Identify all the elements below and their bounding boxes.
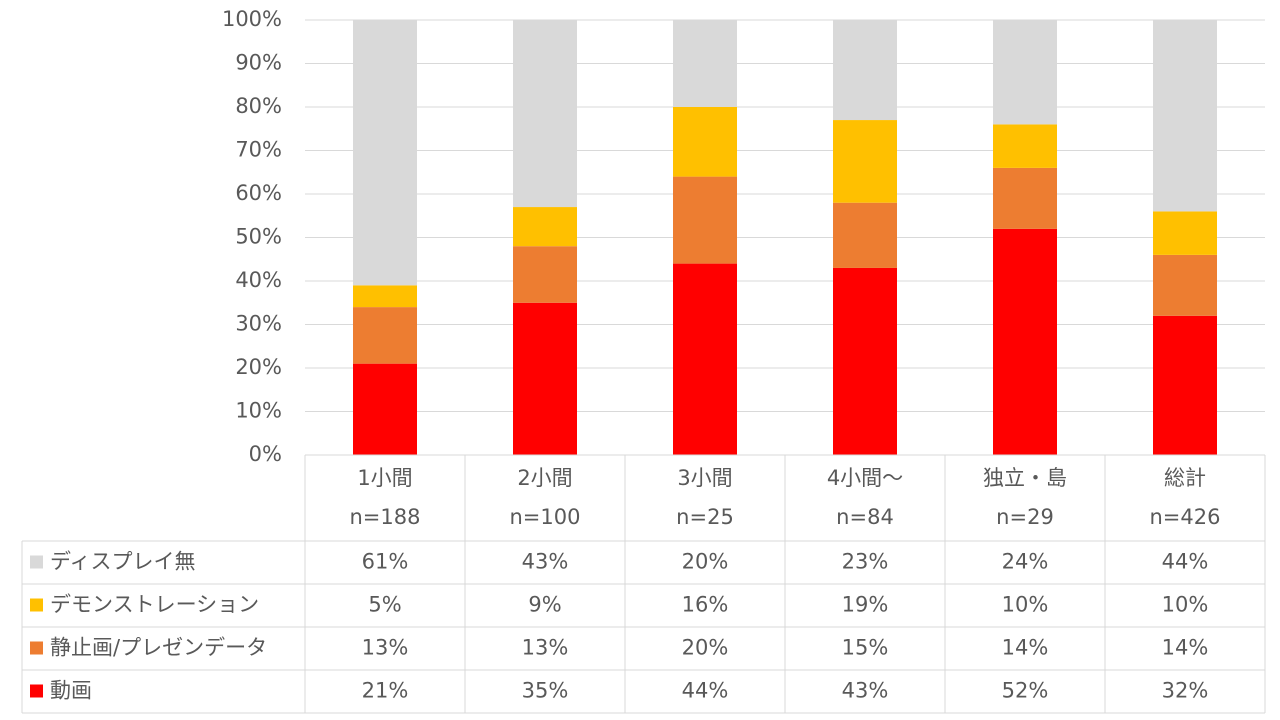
sample-size-label: n=100	[510, 505, 581, 529]
y-tick-label: 60%	[235, 181, 282, 205]
table-value: 21%	[362, 679, 409, 703]
bar-segment	[833, 267, 897, 455]
table-value: 24%	[1002, 550, 1049, 574]
bar-segment	[833, 202, 897, 268]
bar-segment	[673, 176, 737, 264]
bar-segment	[833, 20, 897, 121]
bar-segment	[993, 20, 1057, 125]
bar-segment	[513, 20, 577, 208]
table-value: 44%	[682, 679, 729, 703]
table-value: 9%	[528, 593, 561, 617]
sample-size-label: n=188	[350, 505, 421, 529]
bar-segment	[353, 363, 417, 455]
bar-segment	[833, 120, 897, 203]
table-value: 15%	[842, 636, 889, 660]
table-value: 20%	[682, 636, 729, 660]
bar-segment	[673, 263, 737, 455]
table-value: 43%	[522, 550, 569, 574]
sample-size-label: n=426	[1150, 505, 1221, 529]
legend-label: ディスプレイ無	[50, 550, 196, 574]
x-category-label: 1小間	[357, 466, 412, 490]
y-tick-label: 80%	[235, 94, 282, 118]
bar-segment	[993, 167, 1057, 229]
table-value: 32%	[1162, 679, 1209, 703]
table-value: 44%	[1162, 550, 1209, 574]
legend-swatch	[30, 598, 43, 612]
sample-size-label: n=25	[676, 505, 734, 529]
table-value: 23%	[842, 550, 889, 574]
legend-swatch	[30, 555, 43, 569]
bar-segment	[353, 20, 417, 286]
bar-segment	[673, 20, 737, 107]
bar-segment	[993, 124, 1057, 168]
table-value: 43%	[842, 679, 889, 703]
table-value: 10%	[1002, 593, 1049, 617]
legend-label: 静止画/プレゼンデータ	[50, 636, 267, 660]
table-value: 19%	[842, 593, 889, 617]
legend-swatch	[30, 641, 43, 655]
y-tick-label: 100%	[222, 7, 282, 31]
x-category-label: 総計	[1164, 466, 1206, 490]
legend-label: 動画	[50, 679, 92, 703]
bar-segment	[993, 228, 1057, 455]
x-category-label: 独立・島	[983, 466, 1067, 490]
table-value: 52%	[1002, 679, 1049, 703]
table-value: 16%	[682, 593, 729, 617]
bar-segment	[353, 307, 417, 364]
bar-segment	[513, 302, 577, 455]
legend-label: デモンストレーション	[50, 593, 259, 617]
bar-segment	[1153, 20, 1217, 212]
bar-segment	[673, 107, 737, 177]
table-value: 14%	[1002, 636, 1049, 660]
bar-segment	[513, 246, 577, 303]
y-tick-label: 20%	[235, 355, 282, 379]
bar-segment	[1153, 315, 1217, 455]
table-value: 13%	[362, 636, 409, 660]
y-tick-label: 10%	[235, 399, 282, 423]
bar-segment	[353, 285, 417, 308]
table-value: 5%	[368, 593, 401, 617]
x-category-label: 3小間	[677, 466, 732, 490]
y-tick-label: 90%	[235, 51, 282, 75]
y-tick-label: 50%	[235, 225, 282, 249]
bar-segment	[513, 207, 577, 247]
table-value: 13%	[522, 636, 569, 660]
y-tick-label: 0%	[249, 442, 282, 466]
table-value: 20%	[682, 550, 729, 574]
table-value: 10%	[1162, 593, 1209, 617]
sample-size-label: n=29	[996, 505, 1054, 529]
sample-size-label: n=84	[836, 505, 894, 529]
y-tick-label: 30%	[235, 312, 282, 336]
table-value: 14%	[1162, 636, 1209, 660]
x-category-label: 2小間	[517, 466, 572, 490]
y-tick-label: 70%	[235, 138, 282, 162]
legend-swatch	[30, 684, 43, 698]
bar-segment	[1153, 211, 1217, 255]
table-value: 61%	[362, 550, 409, 574]
table-value: 35%	[522, 679, 569, 703]
x-category-label: 4小間～	[827, 466, 903, 490]
bar-segment	[1153, 254, 1217, 316]
y-tick-label: 40%	[235, 268, 282, 292]
